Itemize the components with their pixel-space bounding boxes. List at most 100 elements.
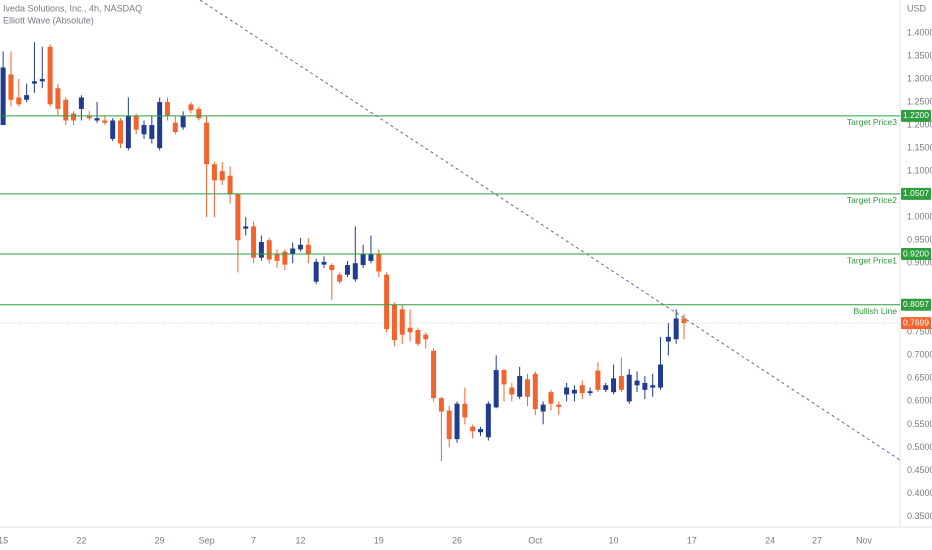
candle-body	[548, 392, 554, 404]
y-tick-label: 0.4500	[907, 465, 932, 475]
candle-body	[157, 102, 163, 149]
candle-body	[665, 336, 671, 342]
candle-body	[180, 115, 186, 128]
candle-body	[658, 364, 664, 388]
candle-body	[470, 426, 476, 432]
candle-body	[55, 88, 61, 109]
candle-body	[243, 226, 249, 229]
candle-body	[274, 254, 280, 261]
x-tick-label: 22	[76, 535, 86, 545]
candle-body	[196, 108, 202, 119]
candle-body	[618, 376, 624, 390]
y-tick-label: 0.9500	[907, 235, 932, 245]
candle-body	[634, 380, 640, 386]
y-tick-label: 1.3500	[907, 50, 932, 60]
candle-body	[501, 370, 507, 385]
candle-body	[579, 385, 585, 394]
indicator-name: Elliott Wave (Absolute)	[3, 15, 94, 25]
candle-body	[313, 261, 319, 282]
candle-body	[16, 97, 22, 105]
candle-body	[298, 244, 304, 250]
candle-body	[290, 248, 296, 255]
candle-body	[133, 115, 139, 130]
y-tick-label: 0.7000	[907, 350, 932, 360]
level-badge	[901, 298, 931, 311]
candle-body	[650, 385, 656, 388]
candle-body	[71, 113, 77, 121]
x-tick-label: 19	[374, 535, 384, 545]
candle-body	[125, 115, 131, 149]
candle-body	[478, 429, 484, 433]
candle-body	[611, 378, 617, 393]
y-tick-label: 1.2000	[907, 119, 932, 129]
candle-body	[564, 387, 570, 395]
candle-body	[258, 242, 264, 258]
candle-body	[149, 125, 155, 139]
x-tick-label: 29	[155, 535, 165, 545]
candle-body	[493, 370, 499, 408]
y-tick-label: 0.5500	[907, 419, 932, 429]
y-tick-label: 0.7500	[907, 327, 932, 337]
y-tick-label: 1.0000	[907, 212, 932, 222]
candle-body	[681, 318, 687, 324]
candle-body	[509, 387, 515, 395]
candle-body	[399, 309, 405, 335]
x-tick-label: 10	[609, 535, 619, 545]
candle-body	[282, 251, 288, 265]
candle-body	[368, 254, 374, 261]
candle-body	[431, 350, 437, 399]
y-tick-label: 0.9000	[907, 258, 932, 268]
candle-body	[438, 398, 444, 412]
candle-body	[321, 261, 327, 265]
candle-body	[344, 265, 350, 275]
level-name: Target Price1	[847, 255, 897, 265]
candle-body	[587, 391, 593, 394]
candle-body	[407, 327, 413, 333]
candle-body	[524, 379, 530, 397]
candle-body	[251, 226, 257, 258]
candle-body	[219, 171, 225, 181]
candle-body	[24, 95, 30, 100]
candle-body	[110, 120, 116, 139]
y-tick-label: 0.3500	[907, 511, 932, 521]
level-badge-label: 1.2200	[903, 110, 929, 120]
level-badge	[901, 109, 931, 122]
candle-body	[337, 274, 343, 282]
candle-body	[47, 46, 53, 105]
level-badge	[901, 187, 931, 200]
candle-body	[305, 244, 311, 255]
candle-body	[673, 318, 679, 340]
candle-body	[517, 376, 523, 397]
y-tick-label: 1.1000	[907, 165, 932, 175]
level-badge	[901, 248, 931, 261]
level-badge-label: 0.8097	[903, 299, 929, 309]
y-tick-label: 1.4000	[907, 27, 932, 37]
y-tick-label: 0.6500	[907, 373, 932, 383]
level-badge-label: 1.0507	[903, 188, 929, 198]
candle-body	[352, 263, 358, 280]
y-tick-label: 1.2500	[907, 96, 932, 106]
candle-body	[384, 274, 390, 330]
x-tick-label: 15	[0, 535, 8, 545]
x-tick-label: 7	[251, 535, 256, 545]
candle-body	[227, 175, 233, 195]
candle-body	[626, 374, 632, 402]
candle-body	[556, 404, 562, 407]
last-price-badge	[901, 317, 931, 330]
y-tick-label: 0.4000	[907, 488, 932, 498]
last-price-label: 0.7699	[903, 317, 929, 327]
x-tick-label: 26	[452, 535, 462, 545]
candle-body	[415, 329, 421, 344]
level-badge-label: 0.9200	[903, 248, 929, 258]
candle-body	[360, 254, 366, 266]
candle-body	[78, 97, 84, 109]
x-tick-label: Nov	[856, 535, 873, 545]
candle-body	[8, 74, 14, 100]
candle-body	[94, 118, 100, 121]
candle-body	[603, 385, 609, 390]
candle-body	[462, 403, 468, 418]
candle-body	[118, 120, 124, 144]
candle-body	[86, 115, 92, 119]
candle-body	[446, 410, 452, 440]
level-name: Target Price3	[847, 117, 897, 127]
